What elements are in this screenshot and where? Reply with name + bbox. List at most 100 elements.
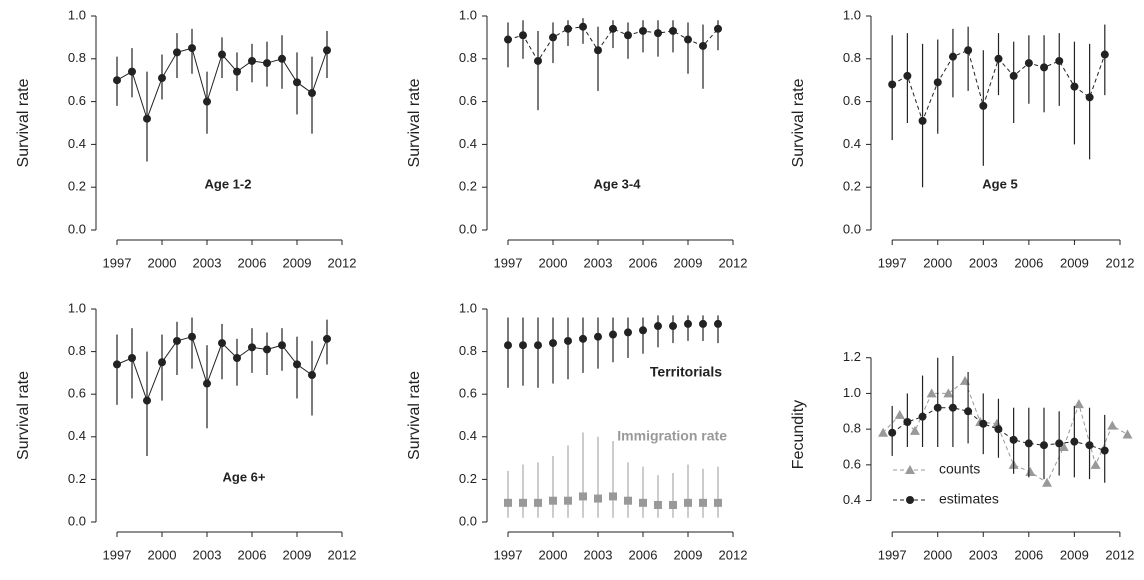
marker <box>203 379 211 388</box>
y-tick-label: 0.4 <box>843 492 861 507</box>
y-tick-label: 1.0 <box>459 300 477 315</box>
marker <box>933 78 942 87</box>
marker <box>188 44 196 53</box>
marker <box>906 496 914 504</box>
x-tick-label: 2003 <box>584 547 613 562</box>
x-tick-label: 2000 <box>539 547 568 562</box>
marker <box>534 498 542 507</box>
marker <box>926 388 937 398</box>
y-tick-label: 0.2 <box>68 471 86 486</box>
annotation: Age 3-4 <box>594 176 642 191</box>
x-tick-label: 2012 <box>328 547 357 562</box>
marker <box>564 496 572 505</box>
panel: 0.4 0.6 0.8 1.0 1.2 1997 2000 2003 2006 2009 2012 F… <box>790 349 1134 562</box>
marker <box>1025 467 1036 476</box>
marker <box>278 341 286 350</box>
marker <box>1085 441 1094 450</box>
x-tick-label: 2012 <box>1105 547 1134 562</box>
y-tick-label: 0.8 <box>68 343 86 358</box>
marker <box>519 31 527 40</box>
marker <box>684 35 692 44</box>
marker <box>1122 429 1133 439</box>
marker <box>624 496 632 505</box>
marker <box>579 334 587 343</box>
marker <box>888 428 897 437</box>
marker <box>1042 477 1053 487</box>
marker <box>263 345 271 354</box>
marker <box>964 407 973 416</box>
x-tick-label: 2003 <box>584 255 613 270</box>
marker <box>684 319 692 328</box>
marker <box>504 35 512 44</box>
x-tick-label: 2003 <box>193 255 222 270</box>
marker <box>504 498 512 507</box>
x-tick-label: 2003 <box>969 547 998 562</box>
marker <box>639 498 647 507</box>
marker <box>903 71 912 80</box>
y-tick-label: 0.8 <box>843 421 861 436</box>
marker <box>624 31 632 40</box>
marker <box>654 500 662 509</box>
marker <box>994 54 1003 63</box>
marker <box>1070 437 1079 446</box>
marker <box>1009 71 1018 80</box>
x-tick-label: 2012 <box>719 255 748 270</box>
x-tick-label: 2006 <box>629 547 658 562</box>
y-axis-label: Survival rate <box>15 78 32 167</box>
marker <box>218 50 226 59</box>
marker <box>113 360 121 369</box>
marker <box>909 425 920 435</box>
x-tick-label: 2006 <box>238 255 267 270</box>
x-tick-label: 2006 <box>629 255 658 270</box>
x-tick-label: 1997 <box>494 547 523 562</box>
x-tick-label: 2000 <box>148 255 177 270</box>
annotation: Age 1-2 <box>205 176 252 191</box>
marker <box>233 67 241 76</box>
x-tick-label: 2009 <box>1060 547 1089 562</box>
y-tick-label: 1.0 <box>843 7 861 22</box>
y-tick-label: 0.6 <box>68 386 86 401</box>
marker <box>639 326 647 335</box>
marker <box>549 339 557 348</box>
marker <box>579 22 587 31</box>
y-tick-label: 0.8 <box>459 50 477 65</box>
marker <box>293 360 301 369</box>
x-tick-label: 2003 <box>193 547 222 562</box>
marker <box>714 24 722 33</box>
y-tick-label: 1.0 <box>459 7 477 22</box>
y-tick-label: 0.4 <box>68 428 86 443</box>
y-tick-label: 1.0 <box>68 300 86 315</box>
marker <box>173 336 181 345</box>
series-line <box>882 380 1128 484</box>
marker <box>903 418 912 426</box>
marker <box>918 116 927 125</box>
legend-label: estimates <box>939 491 999 507</box>
marker <box>1009 435 1018 444</box>
marker <box>878 427 889 437</box>
marker <box>504 341 512 350</box>
y-tick-label: 0.4 <box>68 136 86 151</box>
marker <box>624 328 632 337</box>
marker <box>594 494 602 503</box>
marker <box>1090 459 1101 469</box>
marker <box>218 339 226 348</box>
y-tick-label: 0.4 <box>459 428 477 443</box>
x-tick-label: 2009 <box>283 547 312 562</box>
marker <box>308 371 316 380</box>
marker <box>1040 63 1049 72</box>
marker <box>564 24 572 33</box>
marker <box>1100 50 1109 59</box>
x-tick-label: 1997 <box>494 255 523 270</box>
marker <box>654 29 662 38</box>
y-axis-label: Survival rate <box>15 371 32 460</box>
y-tick-label: 0.2 <box>459 471 477 486</box>
y-tick-label: 1.0 <box>843 385 861 400</box>
marker <box>534 56 542 65</box>
panel: 0.0 0.2 0.4 0.6 0.8 1.0 1997 2000 2003 2006 2009 20… <box>15 300 356 562</box>
marker <box>905 465 915 474</box>
marker <box>888 80 897 89</box>
marker <box>278 54 286 63</box>
marker <box>943 388 954 398</box>
y-tick-label: 0.8 <box>68 50 86 65</box>
panel: 0.0 0.2 0.4 0.6 0.8 1.0 1997 2000 2003 2006 2009 20… <box>15 7 356 270</box>
